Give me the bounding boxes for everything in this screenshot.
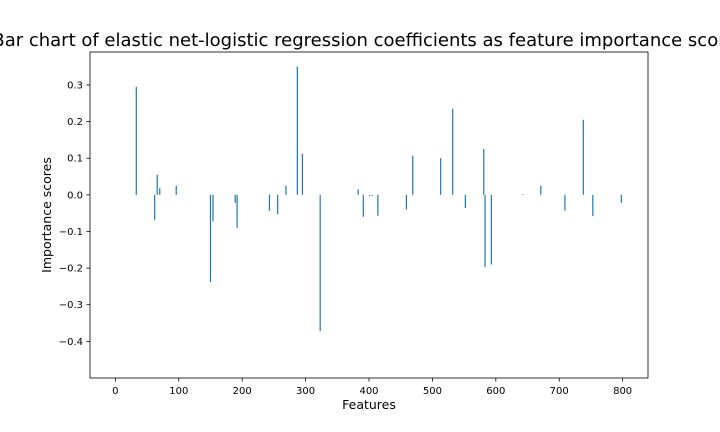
bar-17	[369, 194, 371, 196]
bar-19	[377, 194, 379, 216]
bar-11	[285, 185, 287, 195]
bar-0	[135, 86, 137, 195]
bar-33	[620, 194, 622, 203]
x-tick-label: 500	[423, 386, 442, 397]
x-tick-label: 300	[296, 386, 315, 397]
bar-18	[371, 194, 373, 196]
bar-29	[540, 185, 542, 195]
y-tick-label: 0.0	[67, 190, 83, 201]
bar-7	[234, 194, 236, 203]
bar-15	[357, 189, 359, 195]
plot-frame	[89, 51, 649, 379]
bar-12	[296, 66, 298, 195]
y-tick-label: −0.4	[59, 337, 83, 348]
x-tick-label: 0	[112, 386, 118, 397]
bar-21	[412, 155, 414, 195]
bar-2	[156, 174, 158, 195]
bar-9	[268, 194, 271, 211]
y-tick-label: −0.1	[59, 227, 83, 238]
x-axis-label: Features	[342, 397, 396, 412]
y-tick-label: −0.3	[59, 300, 83, 311]
bar-8	[236, 194, 238, 228]
bar-28	[522, 194, 524, 195]
y-axis-label: Importance scores	[39, 157, 54, 273]
chart-title: Bar chart of elastic net-logistic regres…	[0, 30, 720, 51]
y-tick-label: 0.1	[67, 154, 83, 165]
x-tick-label: 700	[550, 386, 569, 397]
x-tick-label: 600	[486, 386, 505, 397]
bar-3	[159, 188, 161, 195]
bar-6	[212, 194, 214, 222]
bars-group	[135, 66, 622, 332]
bar-22	[440, 158, 442, 195]
x-tick-label: 800	[613, 386, 632, 397]
y-tick-label: 0.2	[67, 117, 83, 128]
bar-24	[464, 194, 466, 209]
bar-1	[154, 194, 156, 220]
x-tick-label: 400	[359, 386, 378, 397]
bar-4	[175, 185, 177, 195]
bar-31	[582, 119, 584, 195]
bar-5	[209, 194, 212, 283]
y-tick-label: −0.2	[59, 264, 83, 275]
bar-16	[362, 194, 364, 217]
bar-10	[277, 194, 279, 215]
bar-20	[405, 194, 408, 210]
bar-25	[483, 149, 485, 195]
bar-30	[564, 194, 566, 211]
bar-13	[301, 153, 304, 195]
bar-26	[484, 194, 486, 268]
x-ticks: 0 100 200 300 400 500 600 700 800	[112, 378, 632, 397]
bar-23	[452, 108, 454, 195]
bar-32	[592, 194, 594, 217]
x-tick-label: 100	[169, 386, 188, 397]
bar-27	[490, 194, 492, 265]
y-tick-label: 0.3	[67, 80, 83, 91]
y-ticks: −0.4 −0.3 −0.2 −0.1 0.0 0.1 0.2 0.3	[59, 80, 90, 348]
x-tick-label: 200	[233, 386, 252, 397]
bar-14	[319, 194, 321, 332]
